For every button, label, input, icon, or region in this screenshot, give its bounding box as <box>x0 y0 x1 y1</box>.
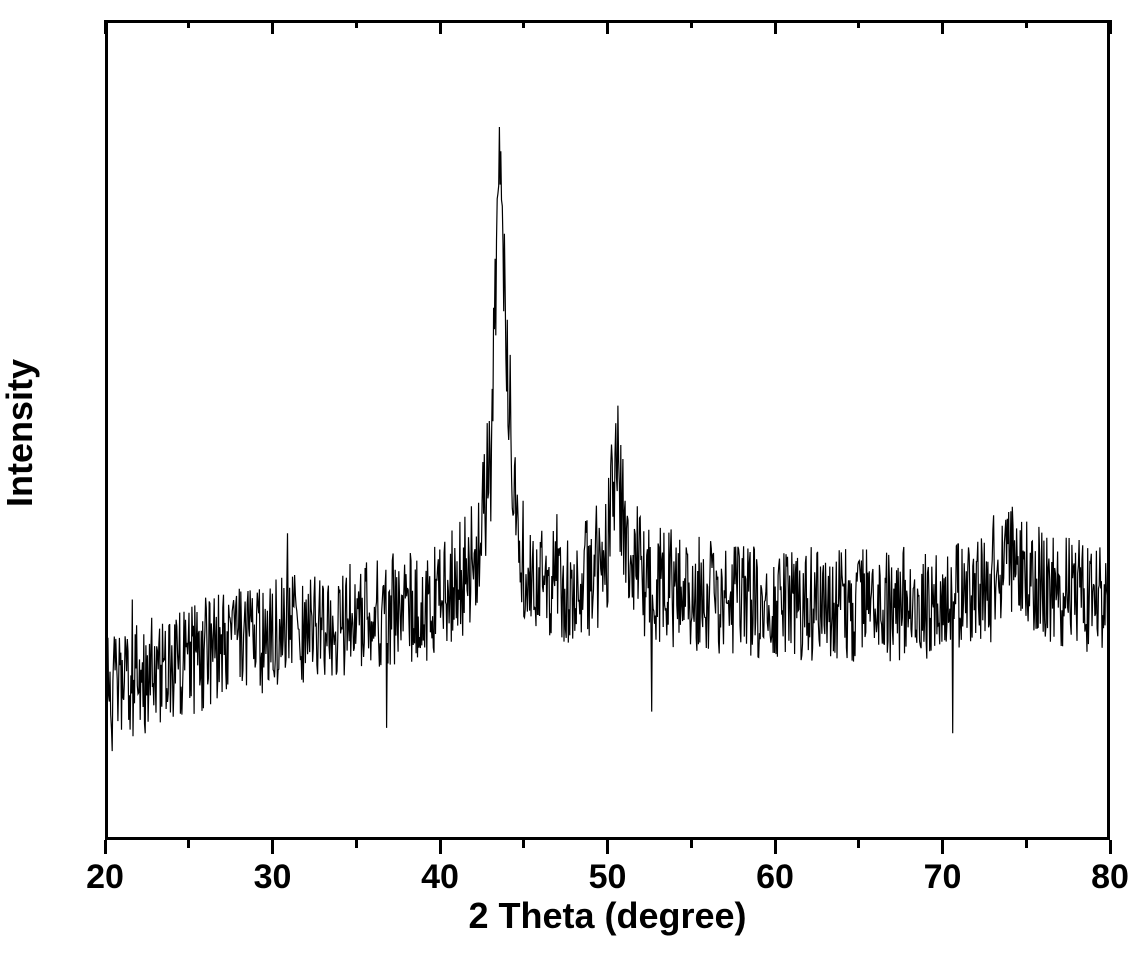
x-tick-minor-top <box>355 20 358 28</box>
x-tick-minor <box>857 840 860 848</box>
x-tick-minor-top <box>522 20 525 28</box>
x-tick-minor <box>690 840 693 848</box>
x-tick-major <box>439 840 442 854</box>
x-tick-major-top <box>774 20 777 34</box>
x-tick-minor-top <box>1025 20 1028 28</box>
x-tick-minor-top <box>187 20 190 28</box>
x-tick-minor-top <box>690 20 693 28</box>
x-axis-label: 2 Theta (degree) <box>105 895 1110 937</box>
xrd-line-svg <box>0 0 1140 962</box>
x-tick-label: 50 <box>589 858 627 897</box>
x-tick-minor-top <box>857 20 860 28</box>
x-tick-major-top <box>439 20 442 34</box>
x-tick-minor <box>187 840 190 848</box>
x-tick-label: 80 <box>1091 858 1129 897</box>
x-tick-major <box>1109 840 1112 854</box>
x-tick-minor <box>355 840 358 848</box>
x-tick-label: 70 <box>924 858 962 897</box>
xrd-trace <box>105 127 1110 751</box>
x-tick-minor <box>522 840 525 848</box>
x-tick-major <box>774 840 777 854</box>
x-tick-major-top <box>104 20 107 34</box>
x-tick-label: 40 <box>421 858 459 897</box>
x-tick-major <box>606 840 609 854</box>
x-tick-label: 30 <box>254 858 292 897</box>
y-axis-label: Intensity <box>0 333 41 533</box>
x-tick-major-top <box>606 20 609 34</box>
x-tick-label: 60 <box>756 858 794 897</box>
x-tick-major-top <box>271 20 274 34</box>
x-tick-minor <box>1025 840 1028 848</box>
x-tick-major <box>271 840 274 854</box>
x-tick-major <box>104 840 107 854</box>
x-tick-label: 20 <box>86 858 124 897</box>
x-tick-major <box>941 840 944 854</box>
xrd-chart: Intensity 2 Theta (degree) 20 30 40 50 60 70 8… <box>0 0 1140 962</box>
x-tick-major-top <box>1109 20 1112 34</box>
x-tick-major-top <box>941 20 944 34</box>
